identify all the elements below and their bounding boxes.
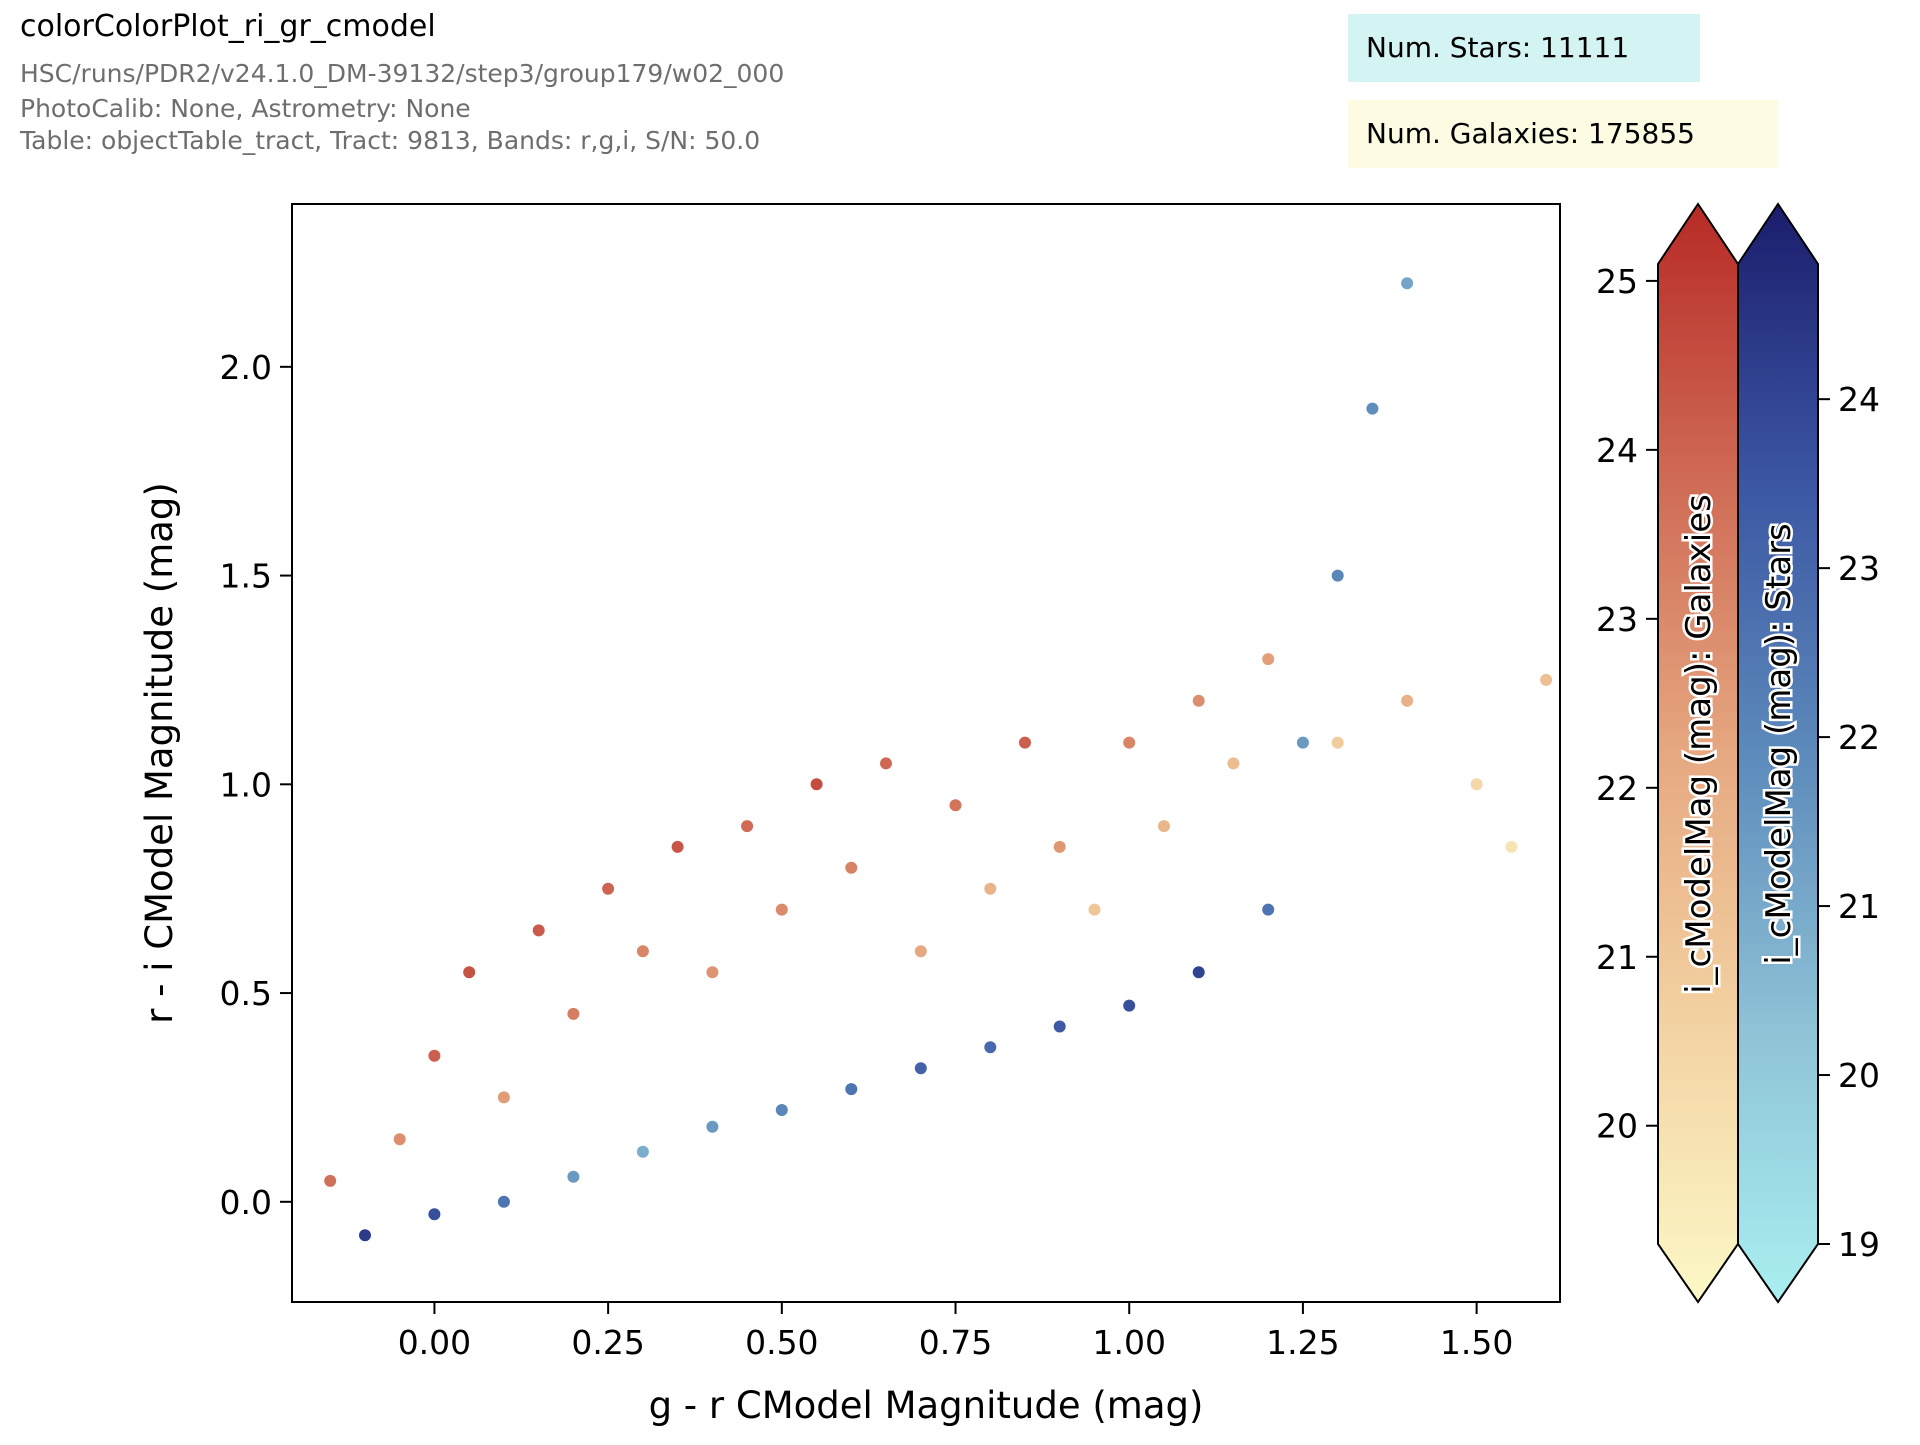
- colorbar-tick-label: 22: [1596, 769, 1638, 808]
- colorbar-tick-label: 23: [1838, 549, 1880, 588]
- galaxy-point: [1019, 736, 1031, 749]
- subtitle-table-info: Table: objectTable_tract, Tract: 9813, B…: [19, 126, 760, 155]
- x-tick-label: 1.00: [1092, 1323, 1165, 1362]
- star-point: [984, 1041, 997, 1054]
- galaxy-point: [1227, 757, 1240, 770]
- star-point: [636, 1145, 649, 1158]
- galaxy-point: [914, 945, 927, 958]
- galaxy-point: [324, 1174, 337, 1187]
- x-tick-label: 0.50: [745, 1323, 818, 1362]
- galaxy-point: [1505, 840, 1518, 853]
- galaxy-colorbar-label: i_cModelMag (mag): Galaxies: [1679, 494, 1719, 994]
- star-point: [1296, 736, 1309, 749]
- x-axis-ticks: 0.00 0.25 0.50 0.75 1.00 1.25 1.50: [398, 1302, 1513, 1362]
- galaxy-point: [880, 757, 892, 770]
- galaxy-point: [567, 1007, 580, 1020]
- star-point: [914, 1062, 927, 1075]
- star-point: [1331, 569, 1344, 582]
- galaxy-point: [1123, 736, 1136, 749]
- star-point: [706, 1120, 719, 1133]
- star-point: [359, 1229, 371, 1242]
- subtitle-calibration: PhotoCalib: None, Astrometry: None: [20, 94, 471, 123]
- galaxy-point: [1262, 653, 1275, 666]
- colorbar-tick-label: 20: [1838, 1056, 1880, 1095]
- galaxy-point: [949, 799, 962, 812]
- x-tick-label: 1.50: [1440, 1323, 1513, 1362]
- galaxy-point: [636, 945, 649, 958]
- star-point: [1123, 999, 1136, 1012]
- star-point: [1053, 1020, 1066, 1033]
- galaxy-point: [1470, 778, 1483, 791]
- colorbar-tick-label: 24: [1596, 431, 1638, 470]
- colorbar-tick-label: 23: [1596, 600, 1638, 639]
- galaxy-point: [497, 1091, 510, 1104]
- galaxy-point: [845, 861, 858, 874]
- scatter-points: [324, 277, 1553, 1242]
- star-point: [497, 1195, 510, 1208]
- galaxy-colorbar-ticks: 20 21 22 23 24 25: [1596, 262, 1658, 1146]
- colorbar-tick-label: 24: [1838, 380, 1880, 419]
- x-tick-label: 0.75: [919, 1323, 992, 1362]
- galaxy-point: [1331, 736, 1344, 749]
- galaxy-point: [1401, 694, 1414, 707]
- colorbar-tick-label: 19: [1838, 1225, 1880, 1264]
- colorbar-tick-label: 20: [1596, 1107, 1638, 1146]
- galaxies-count-label: Num. Galaxies: 175855: [1366, 117, 1695, 150]
- galaxy-point: [741, 820, 754, 833]
- star-point: [1192, 966, 1205, 979]
- plot-frame: [291, 203, 1561, 1303]
- y-tick-label: 2.0: [220, 348, 272, 387]
- colorbar-tick-label: 22: [1838, 718, 1880, 757]
- galaxy-point: [984, 882, 997, 895]
- galaxy-point: [602, 882, 615, 895]
- galaxy-point: [393, 1133, 406, 1146]
- star-colorbar-ticks: 19 20 21 22 23 24: [1818, 380, 1880, 1264]
- star-point: [428, 1208, 441, 1221]
- galaxy-point: [671, 840, 684, 853]
- galaxy-point: [1088, 903, 1101, 916]
- star-point: [1262, 903, 1275, 916]
- y-tick-label: 0.0: [220, 1183, 272, 1222]
- colorbar-tick-label: 21: [1838, 887, 1880, 926]
- x-tick-label: 0.25: [571, 1323, 644, 1362]
- colorbar-tick-label: 21: [1596, 938, 1638, 977]
- galaxy-point: [1540, 673, 1553, 686]
- x-axis-label: g - r CModel Magnitude (mag): [649, 1384, 1204, 1427]
- star-point: [845, 1083, 858, 1096]
- galaxy-point: [532, 924, 545, 937]
- star-point: [1401, 277, 1414, 290]
- y-tick-label: 1.5: [220, 557, 272, 596]
- galaxy-point: [1053, 840, 1066, 853]
- star-point: [775, 1104, 788, 1116]
- plot-title: colorColorPlot_ri_gr_cmodel: [20, 9, 436, 44]
- x-tick-label: 0.00: [398, 1323, 471, 1362]
- y-tick-label: 0.5: [220, 974, 272, 1013]
- y-tick-label: 1.0: [220, 765, 272, 804]
- y-axis-ticks: 0.0 0.5 1.0 1.5 2.0: [220, 348, 292, 1222]
- galaxy-point: [1158, 820, 1170, 833]
- galaxy-point: [775, 903, 788, 916]
- galaxy-point: [463, 966, 476, 979]
- y-axis-label: r - i CModel Magnitude (mag): [138, 482, 181, 1024]
- galaxy-point: [1192, 694, 1205, 707]
- galaxy-point: [428, 1049, 441, 1062]
- galaxy-point: [706, 966, 719, 979]
- subtitle-run-path: HSC/runs/PDR2/v24.1.0_DM-39132/step3/gro…: [20, 59, 784, 88]
- colorbar-tick-label: 25: [1596, 262, 1638, 301]
- star-colorbar-label: i_cModelMag (mag): Stars: [1759, 523, 1799, 965]
- star-point: [567, 1170, 580, 1183]
- galaxy-point: [810, 778, 823, 791]
- stars-count-box: [1348, 14, 1700, 82]
- star-point: [1366, 402, 1379, 415]
- stars-count-label: Num. Stars: 11111: [1366, 31, 1629, 64]
- galaxies-count-box: [1348, 100, 1778, 168]
- x-tick-label: 1.25: [1266, 1323, 1339, 1362]
